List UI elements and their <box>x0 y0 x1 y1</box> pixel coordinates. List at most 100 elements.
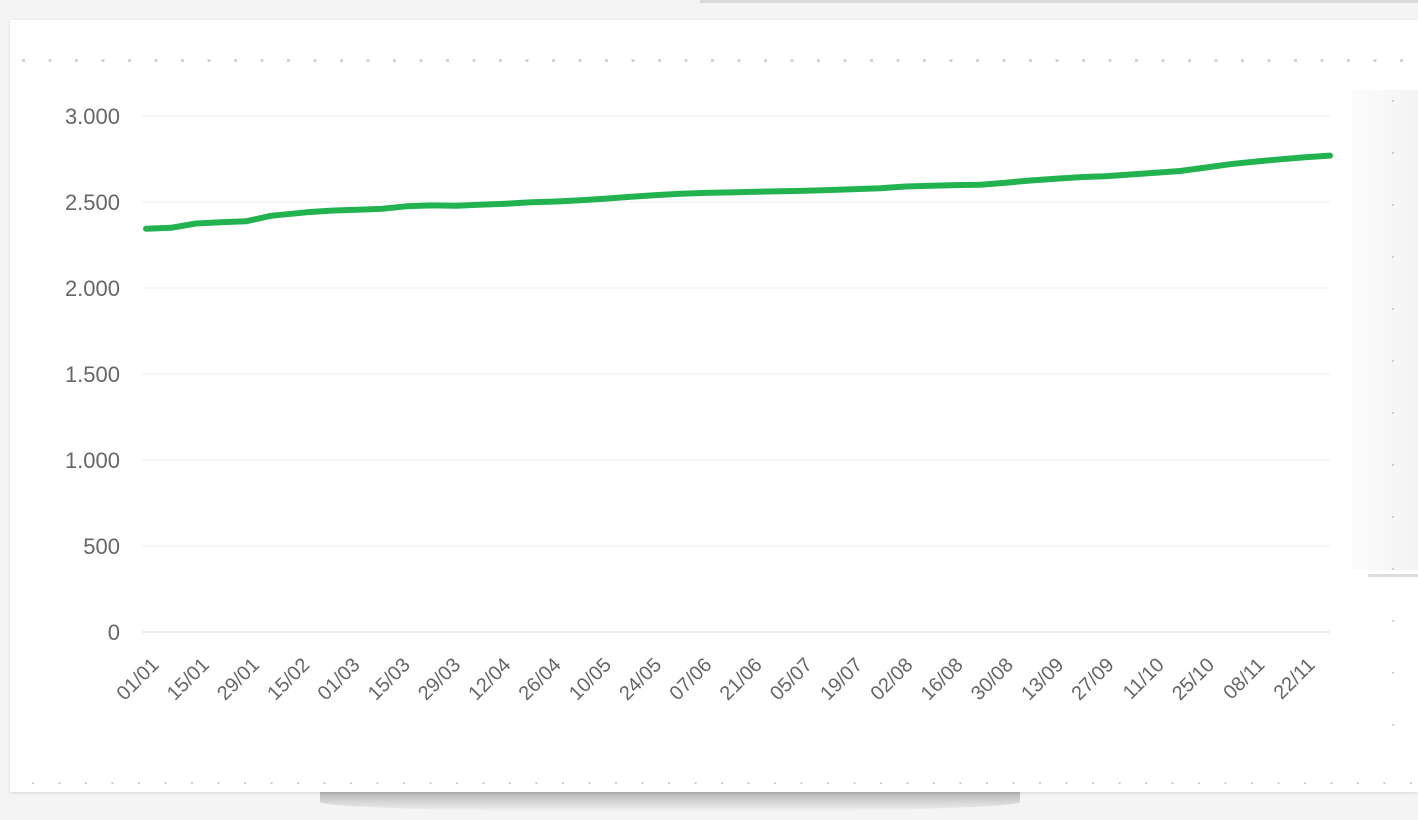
border-dot <box>1392 308 1394 310</box>
border-dot <box>75 59 78 62</box>
border-dot <box>1320 59 1324 62</box>
data-point <box>804 189 807 192</box>
border-dot <box>207 59 211 62</box>
x-tick-label: 29/03 <box>414 654 465 705</box>
window-top-edge <box>700 0 1418 3</box>
border-dot <box>138 782 140 784</box>
border-dot <box>1392 568 1394 570</box>
data-point <box>754 190 757 193</box>
border-dot <box>933 782 935 784</box>
border-dot <box>270 782 273 784</box>
border-dot <box>419 59 423 62</box>
x-tick-label: 15/02 <box>263 654 314 705</box>
x-tick-label: 16/08 <box>917 654 968 705</box>
border-dot <box>376 782 379 784</box>
border-dot <box>906 782 909 784</box>
border-dot <box>658 59 661 62</box>
border-dot <box>641 782 644 784</box>
border-dot <box>1392 100 1394 102</box>
dotted-border <box>22 59 1412 784</box>
data-point <box>1254 160 1257 163</box>
border-dot <box>976 59 979 62</box>
border-dot <box>164 782 167 784</box>
data-point <box>430 204 433 207</box>
y-tick-label: 500 <box>83 534 120 559</box>
border-dot <box>615 782 617 784</box>
border-dot <box>509 782 511 784</box>
x-axis-ticks: 01/01 15/01 29/01 15/02 01/03 15/03 29/03 12/04… <box>113 654 1320 705</box>
border-dot <box>790 59 794 62</box>
x-tick-label: 29/01 <box>213 654 264 705</box>
border-dot <box>1251 782 1253 784</box>
border-dot <box>48 59 52 62</box>
border-dot <box>578 59 582 62</box>
data-point <box>704 191 707 194</box>
data-point <box>954 184 957 187</box>
border-dot <box>774 782 776 784</box>
data-point <box>904 185 907 188</box>
data-point <box>1029 179 1032 182</box>
border-dot <box>1392 152 1394 154</box>
x-tick-label: 01/01 <box>113 654 164 705</box>
border-dot <box>499 59 502 62</box>
data-point <box>729 191 732 194</box>
border-dot <box>472 59 476 62</box>
series-layer <box>143 152 1333 232</box>
x-tick-label: 19/07 <box>816 654 867 705</box>
border-dot <box>1357 782 1359 784</box>
data-point <box>679 192 682 195</box>
data-point <box>505 202 508 205</box>
side-divider <box>1368 574 1418 577</box>
border-dot <box>1135 59 1138 62</box>
border-dot <box>234 59 237 62</box>
border-dot <box>535 782 538 784</box>
border-dot <box>1002 59 1006 62</box>
border-dot <box>456 782 458 784</box>
x-tick-label: 05/07 <box>766 654 817 705</box>
x-tick-label: 08/11 <box>1219 654 1269 704</box>
data-point <box>1104 175 1107 178</box>
border-dot <box>313 59 317 62</box>
y-tick-label: 3.000 <box>65 104 120 129</box>
border-dot <box>297 782 299 784</box>
border-dot <box>1065 782 1068 784</box>
border-dot <box>605 59 608 62</box>
border-dot <box>721 782 723 784</box>
x-tick-label: 30/08 <box>967 654 1018 705</box>
x-tick-label: 24/05 <box>615 654 666 705</box>
data-point <box>1304 156 1306 159</box>
y-tick-label: 2.500 <box>65 190 120 215</box>
border-dot <box>525 59 529 62</box>
border-dot <box>1400 59 1403 62</box>
data-point <box>194 222 197 225</box>
border-dot <box>287 59 290 62</box>
data-point <box>829 189 832 191</box>
x-tick-label: 25/10 <box>1168 654 1219 705</box>
border-dot <box>694 782 697 784</box>
x-tick-label: 07/06 <box>665 654 716 705</box>
data-point <box>405 205 408 208</box>
x-tick-label: 22/11 <box>1270 654 1320 704</box>
border-dot <box>986 782 988 784</box>
data-point <box>1329 154 1331 157</box>
border-dot <box>1055 59 1059 62</box>
border-dot <box>1092 782 1094 784</box>
border-dot <box>1029 59 1032 62</box>
gridlines <box>142 115 1330 633</box>
border-dot <box>827 782 829 784</box>
x-tick-label: 10/05 <box>565 654 616 705</box>
data-point <box>1179 170 1182 172</box>
border-dot <box>1012 782 1015 784</box>
border-dot <box>366 59 370 62</box>
border-dot <box>870 59 873 62</box>
border-dot <box>1392 256 1394 258</box>
border-dot <box>1161 59 1165 62</box>
data-point <box>1204 166 1207 169</box>
border-dot <box>1171 782 1174 784</box>
border-dot <box>1330 782 1333 784</box>
border-dot <box>668 782 670 784</box>
border-dot <box>747 782 750 784</box>
border-dot <box>1241 59 1244 62</box>
data-point <box>1279 158 1282 161</box>
x-tick-label: 15/01 <box>163 654 214 705</box>
